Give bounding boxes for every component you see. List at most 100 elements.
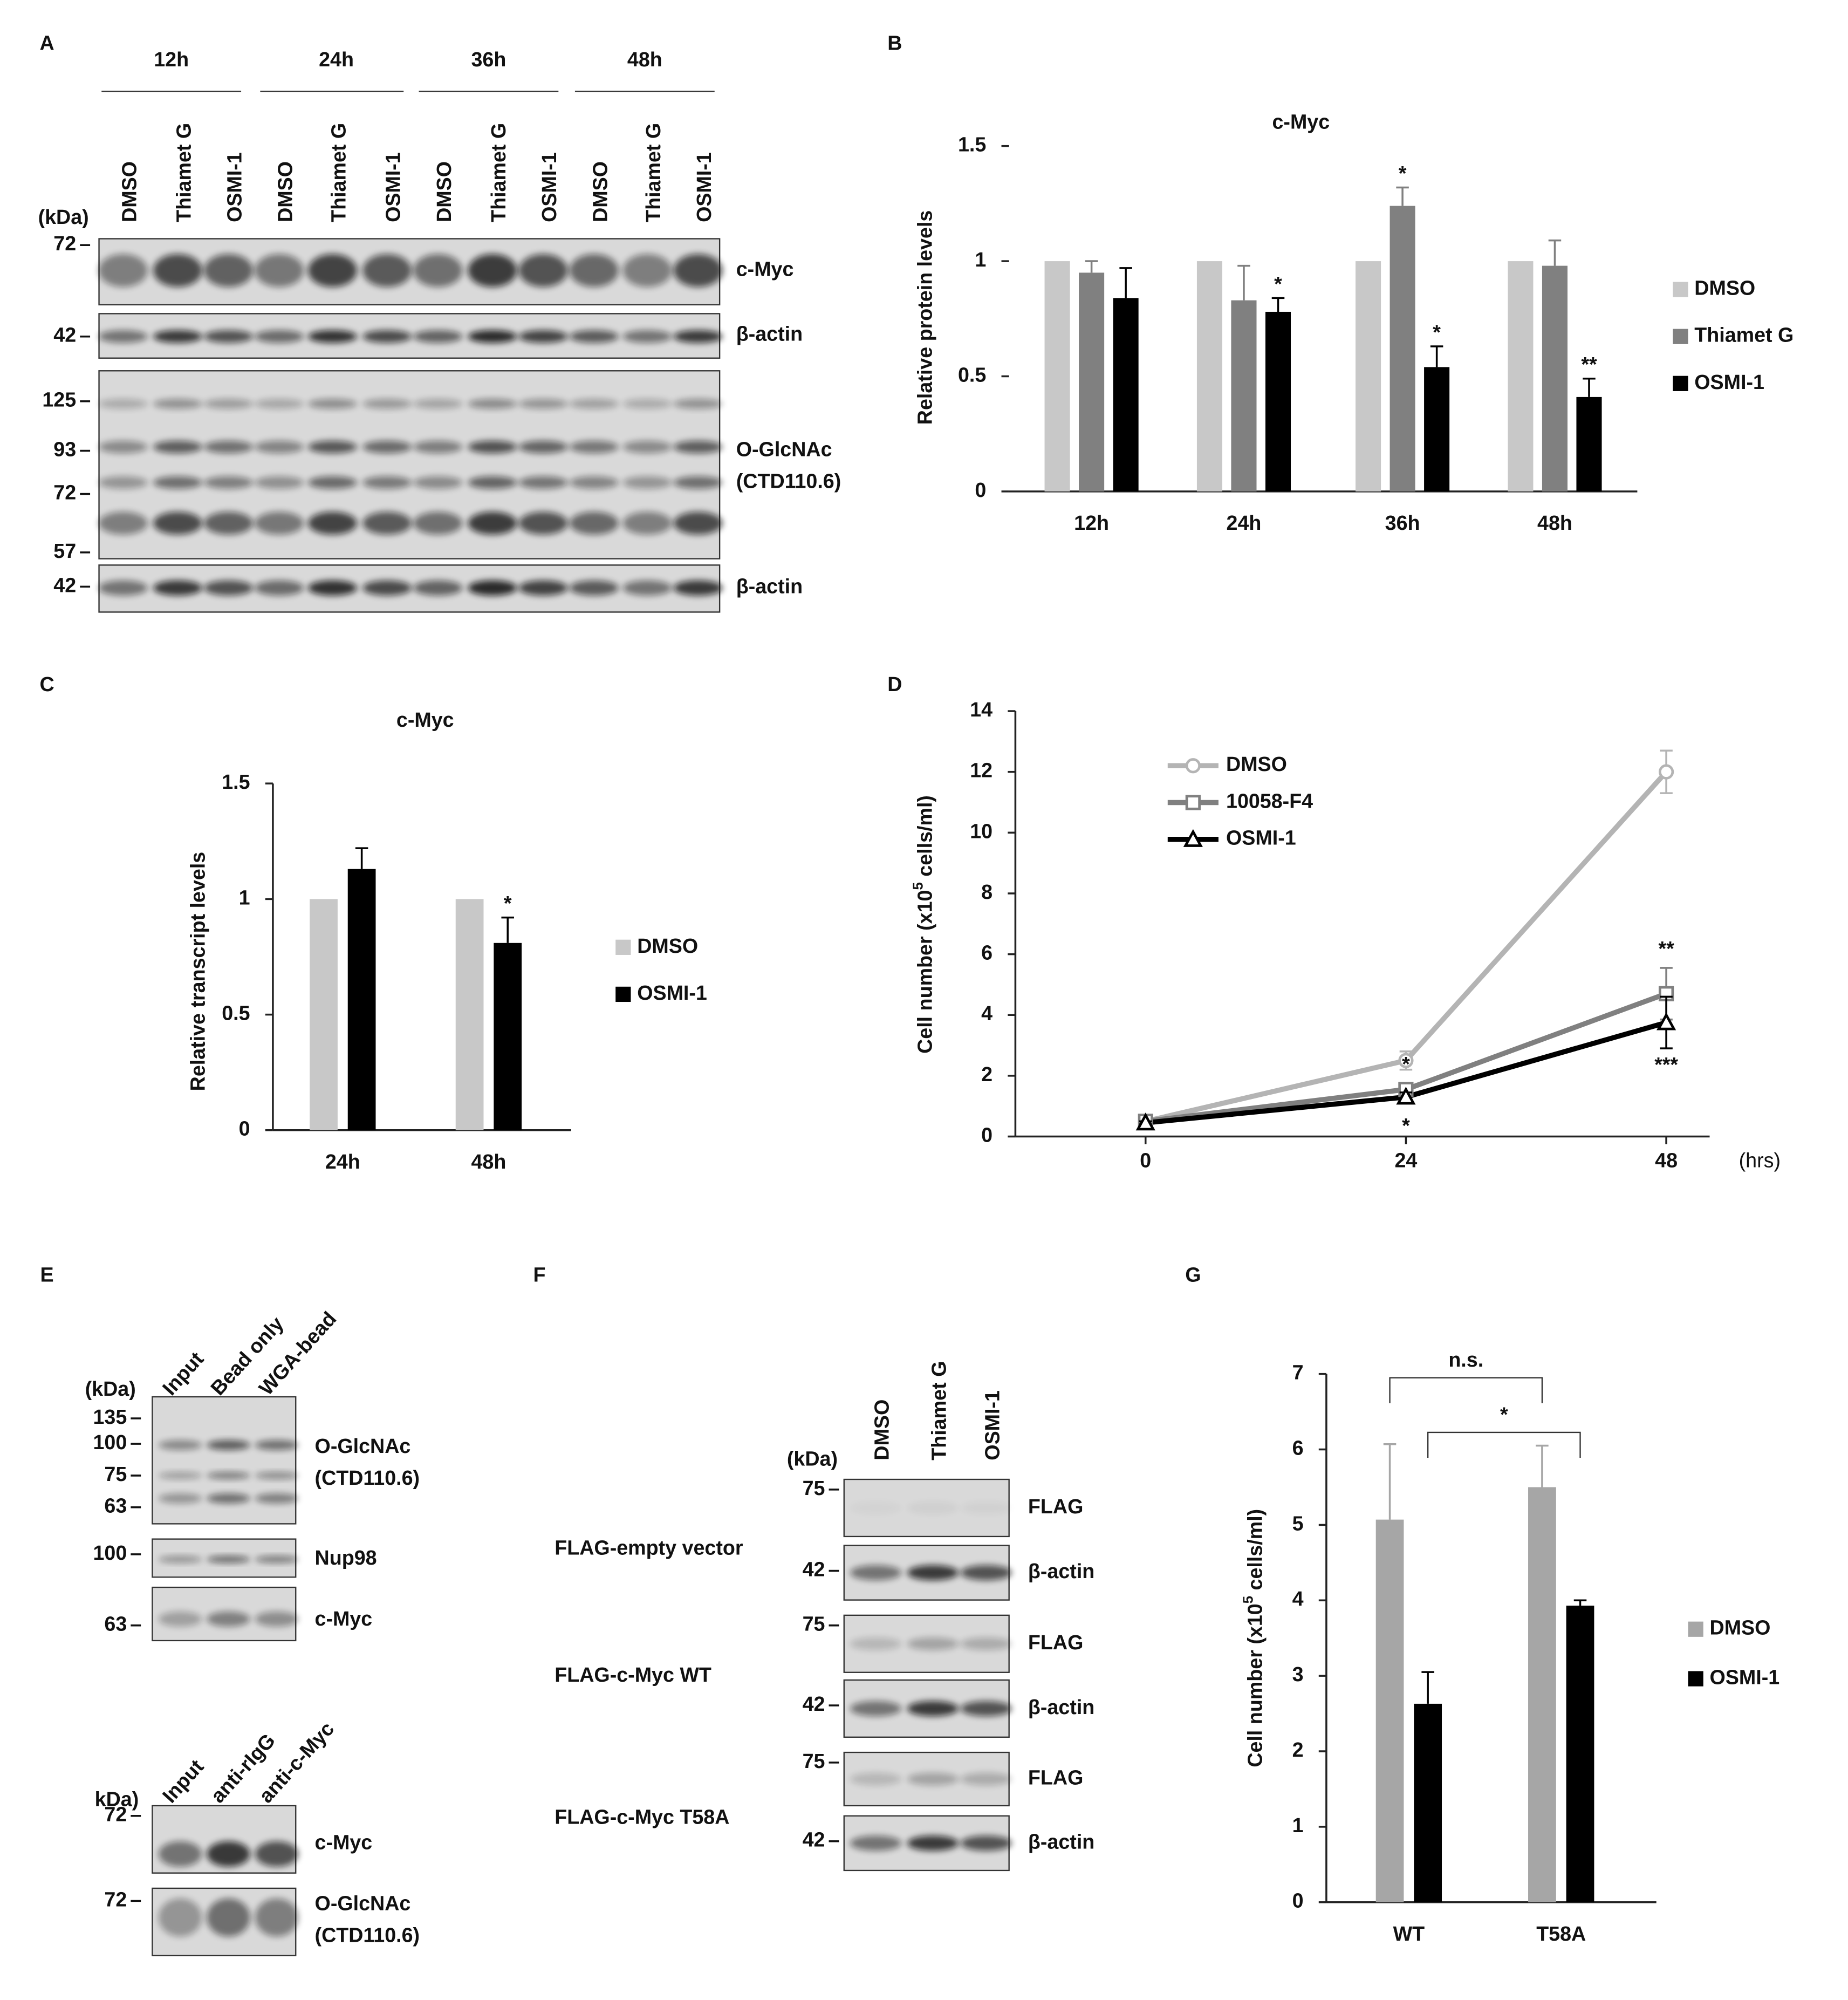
- band: [307, 330, 358, 343]
- band: [255, 1898, 299, 1937]
- blot: [152, 1396, 297, 1525]
- y-tick-label: 14: [970, 698, 993, 721]
- marker: [1183, 829, 1203, 847]
- chart-title: c-Myc: [1272, 110, 1330, 133]
- y-axis-label-part: 5: [1241, 1596, 1256, 1603]
- marker: [1135, 1112, 1155, 1131]
- legend-label: DMSO: [1710, 1616, 1771, 1639]
- band: [622, 254, 672, 287]
- band: [204, 399, 254, 409]
- mw-marker: 75: [104, 1463, 127, 1485]
- band: [158, 1611, 202, 1627]
- x-tick-label: 24: [1394, 1149, 1417, 1172]
- significance: *: [1402, 1053, 1410, 1075]
- bar: [1414, 1703, 1442, 1902]
- unit-label: (kDa): [38, 206, 89, 228]
- band: [98, 511, 148, 535]
- lane-label: DMSO: [118, 161, 140, 222]
- band: [569, 399, 619, 409]
- band: [518, 330, 568, 343]
- y-axis-label-part: Cell number (x10: [1243, 1603, 1266, 1767]
- y-axis-label: Relative transcript levels: [186, 852, 209, 1091]
- y-tick-label: 2: [981, 1063, 993, 1086]
- y-tick-label: 0.5: [958, 363, 986, 386]
- bar: [347, 869, 376, 1130]
- mw-marker: 42: [803, 1692, 825, 1715]
- band: [960, 1701, 1012, 1716]
- y-tick-label: 10: [970, 820, 993, 842]
- unit-label: (kDa): [85, 1377, 136, 1400]
- legend-swatch: [1688, 1621, 1703, 1637]
- bracket: [1389, 1377, 1543, 1403]
- band: [518, 476, 568, 489]
- band: [673, 580, 723, 596]
- marker: [1185, 795, 1201, 810]
- band: [362, 580, 412, 596]
- panel-letter: G: [1185, 1263, 1201, 1286]
- chart-title: c-Myc: [396, 708, 454, 731]
- band: [204, 440, 254, 454]
- band: [850, 1835, 902, 1851]
- panel-letter: F: [533, 1263, 546, 1286]
- band: [622, 476, 672, 489]
- band: [207, 1611, 250, 1627]
- band: [673, 330, 723, 343]
- error-bar: [1119, 267, 1132, 298]
- band: [362, 330, 412, 343]
- significance: *: [504, 892, 512, 914]
- band: [960, 1772, 1012, 1786]
- band: [207, 1841, 250, 1867]
- band: [413, 254, 463, 287]
- y-axis-label: Cell number (x105 cells/ml): [911, 795, 936, 1054]
- bar: [1231, 300, 1257, 492]
- band: [255, 1555, 299, 1564]
- band: [518, 440, 568, 454]
- blot-label: (CTD110.6): [736, 469, 841, 492]
- band: [98, 580, 148, 596]
- mw-marker: 42: [53, 574, 76, 596]
- significance: **: [1581, 353, 1597, 376]
- bar: [1265, 311, 1291, 492]
- band: [673, 399, 723, 409]
- lane-label: Thiamet G: [487, 123, 510, 222]
- band: [255, 1493, 299, 1504]
- band: [153, 511, 202, 535]
- y-tick-label: 5: [1292, 1512, 1304, 1534]
- band: [518, 580, 568, 596]
- mw-marker: 63: [104, 1613, 127, 1635]
- lane-label: anti-c-Myc: [255, 1717, 339, 1807]
- x-tick-label: 12h: [1074, 511, 1109, 534]
- band: [307, 511, 358, 535]
- panel-letter: E: [40, 1263, 54, 1286]
- band: [468, 330, 517, 343]
- band: [518, 254, 568, 287]
- blot-label: (CTD110.6): [315, 1466, 420, 1489]
- y-tick-label: 6: [981, 941, 993, 964]
- band: [569, 440, 619, 454]
- lane-label: OSMI-1: [382, 152, 405, 222]
- comparison-label: *: [1500, 1403, 1508, 1425]
- band: [569, 476, 619, 489]
- mw-marker: 72: [53, 232, 76, 255]
- mw-marker: 125: [42, 388, 76, 411]
- blot-label: Nup98: [315, 1546, 377, 1569]
- band: [907, 1772, 959, 1786]
- y-tick-label: 1: [1292, 1814, 1304, 1837]
- bar: [1044, 261, 1070, 492]
- mw-marker: 63: [104, 1494, 127, 1517]
- significance: *: [1274, 272, 1282, 295]
- bar: [310, 899, 338, 1130]
- legend-label: DMSO: [1694, 277, 1755, 299]
- legend-label: OSMI-1: [637, 981, 707, 1004]
- band: [622, 511, 672, 535]
- blot-label: O-GlcNAc: [736, 438, 832, 460]
- legend-label: 10058-F4: [1226, 789, 1313, 812]
- lane-label: Input: [158, 1755, 208, 1807]
- mw-marker: 57: [53, 540, 76, 562]
- band: [98, 476, 148, 489]
- band: [468, 511, 517, 535]
- y-tick-label: 1.5: [958, 133, 986, 156]
- blot-label: c-Myc: [315, 1607, 373, 1630]
- band: [255, 476, 304, 489]
- band: [518, 399, 568, 409]
